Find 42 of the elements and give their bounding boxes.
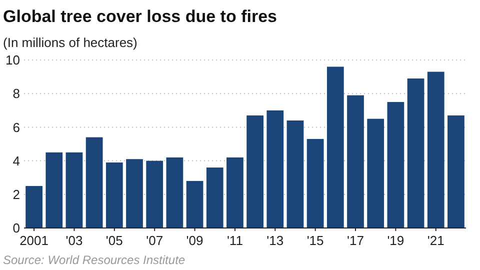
bar [86, 137, 103, 228]
bar [246, 115, 264, 228]
bar [166, 157, 184, 228]
x-tick-label: '11 [226, 233, 243, 248]
y-tick-label: 4 [12, 153, 20, 168]
x-tick-label: '15 [306, 233, 324, 248]
y-tick-label: 0 [12, 220, 20, 236]
y-tick-label: 10 [6, 52, 20, 68]
bar [106, 162, 123, 228]
x-tick-label: '19 [387, 233, 404, 248]
bar [407, 78, 424, 228]
bar [146, 160, 164, 228]
y-tick-label: 6 [12, 120, 20, 135]
x-tick-label: '21 [427, 233, 444, 248]
x-tick-label: '09 [186, 233, 204, 248]
x-tick-label: 2001 [20, 233, 49, 248]
bar [326, 66, 344, 228]
source-note: Source: World Resources Institute [3, 253, 186, 267]
bar [367, 118, 384, 228]
bar [126, 159, 143, 228]
x-tick-label: '03 [66, 233, 83, 248]
bar [46, 152, 63, 228]
bar [448, 115, 464, 228]
bar [266, 110, 284, 228]
chart-title: Global tree cover loss due to fires [3, 7, 277, 26]
chart-subtitle: (In millions of hectares) [3, 35, 138, 50]
bar [26, 186, 42, 228]
bar [347, 95, 364, 228]
x-tick-label: '17 [347, 233, 364, 248]
bar [66, 152, 83, 228]
bar [387, 102, 404, 228]
y-tick-label: 8 [12, 86, 20, 102]
bar [306, 138, 324, 228]
x-tick-label: '13 [266, 233, 284, 248]
bar [186, 180, 204, 228]
bar [226, 157, 244, 228]
bar [206, 168, 224, 228]
x-tick-label: '05 [106, 233, 123, 248]
bar [427, 72, 444, 228]
y-tick-label: 2 [12, 186, 20, 202]
bar [286, 120, 304, 228]
x-tick-label: '07 [146, 233, 164, 248]
